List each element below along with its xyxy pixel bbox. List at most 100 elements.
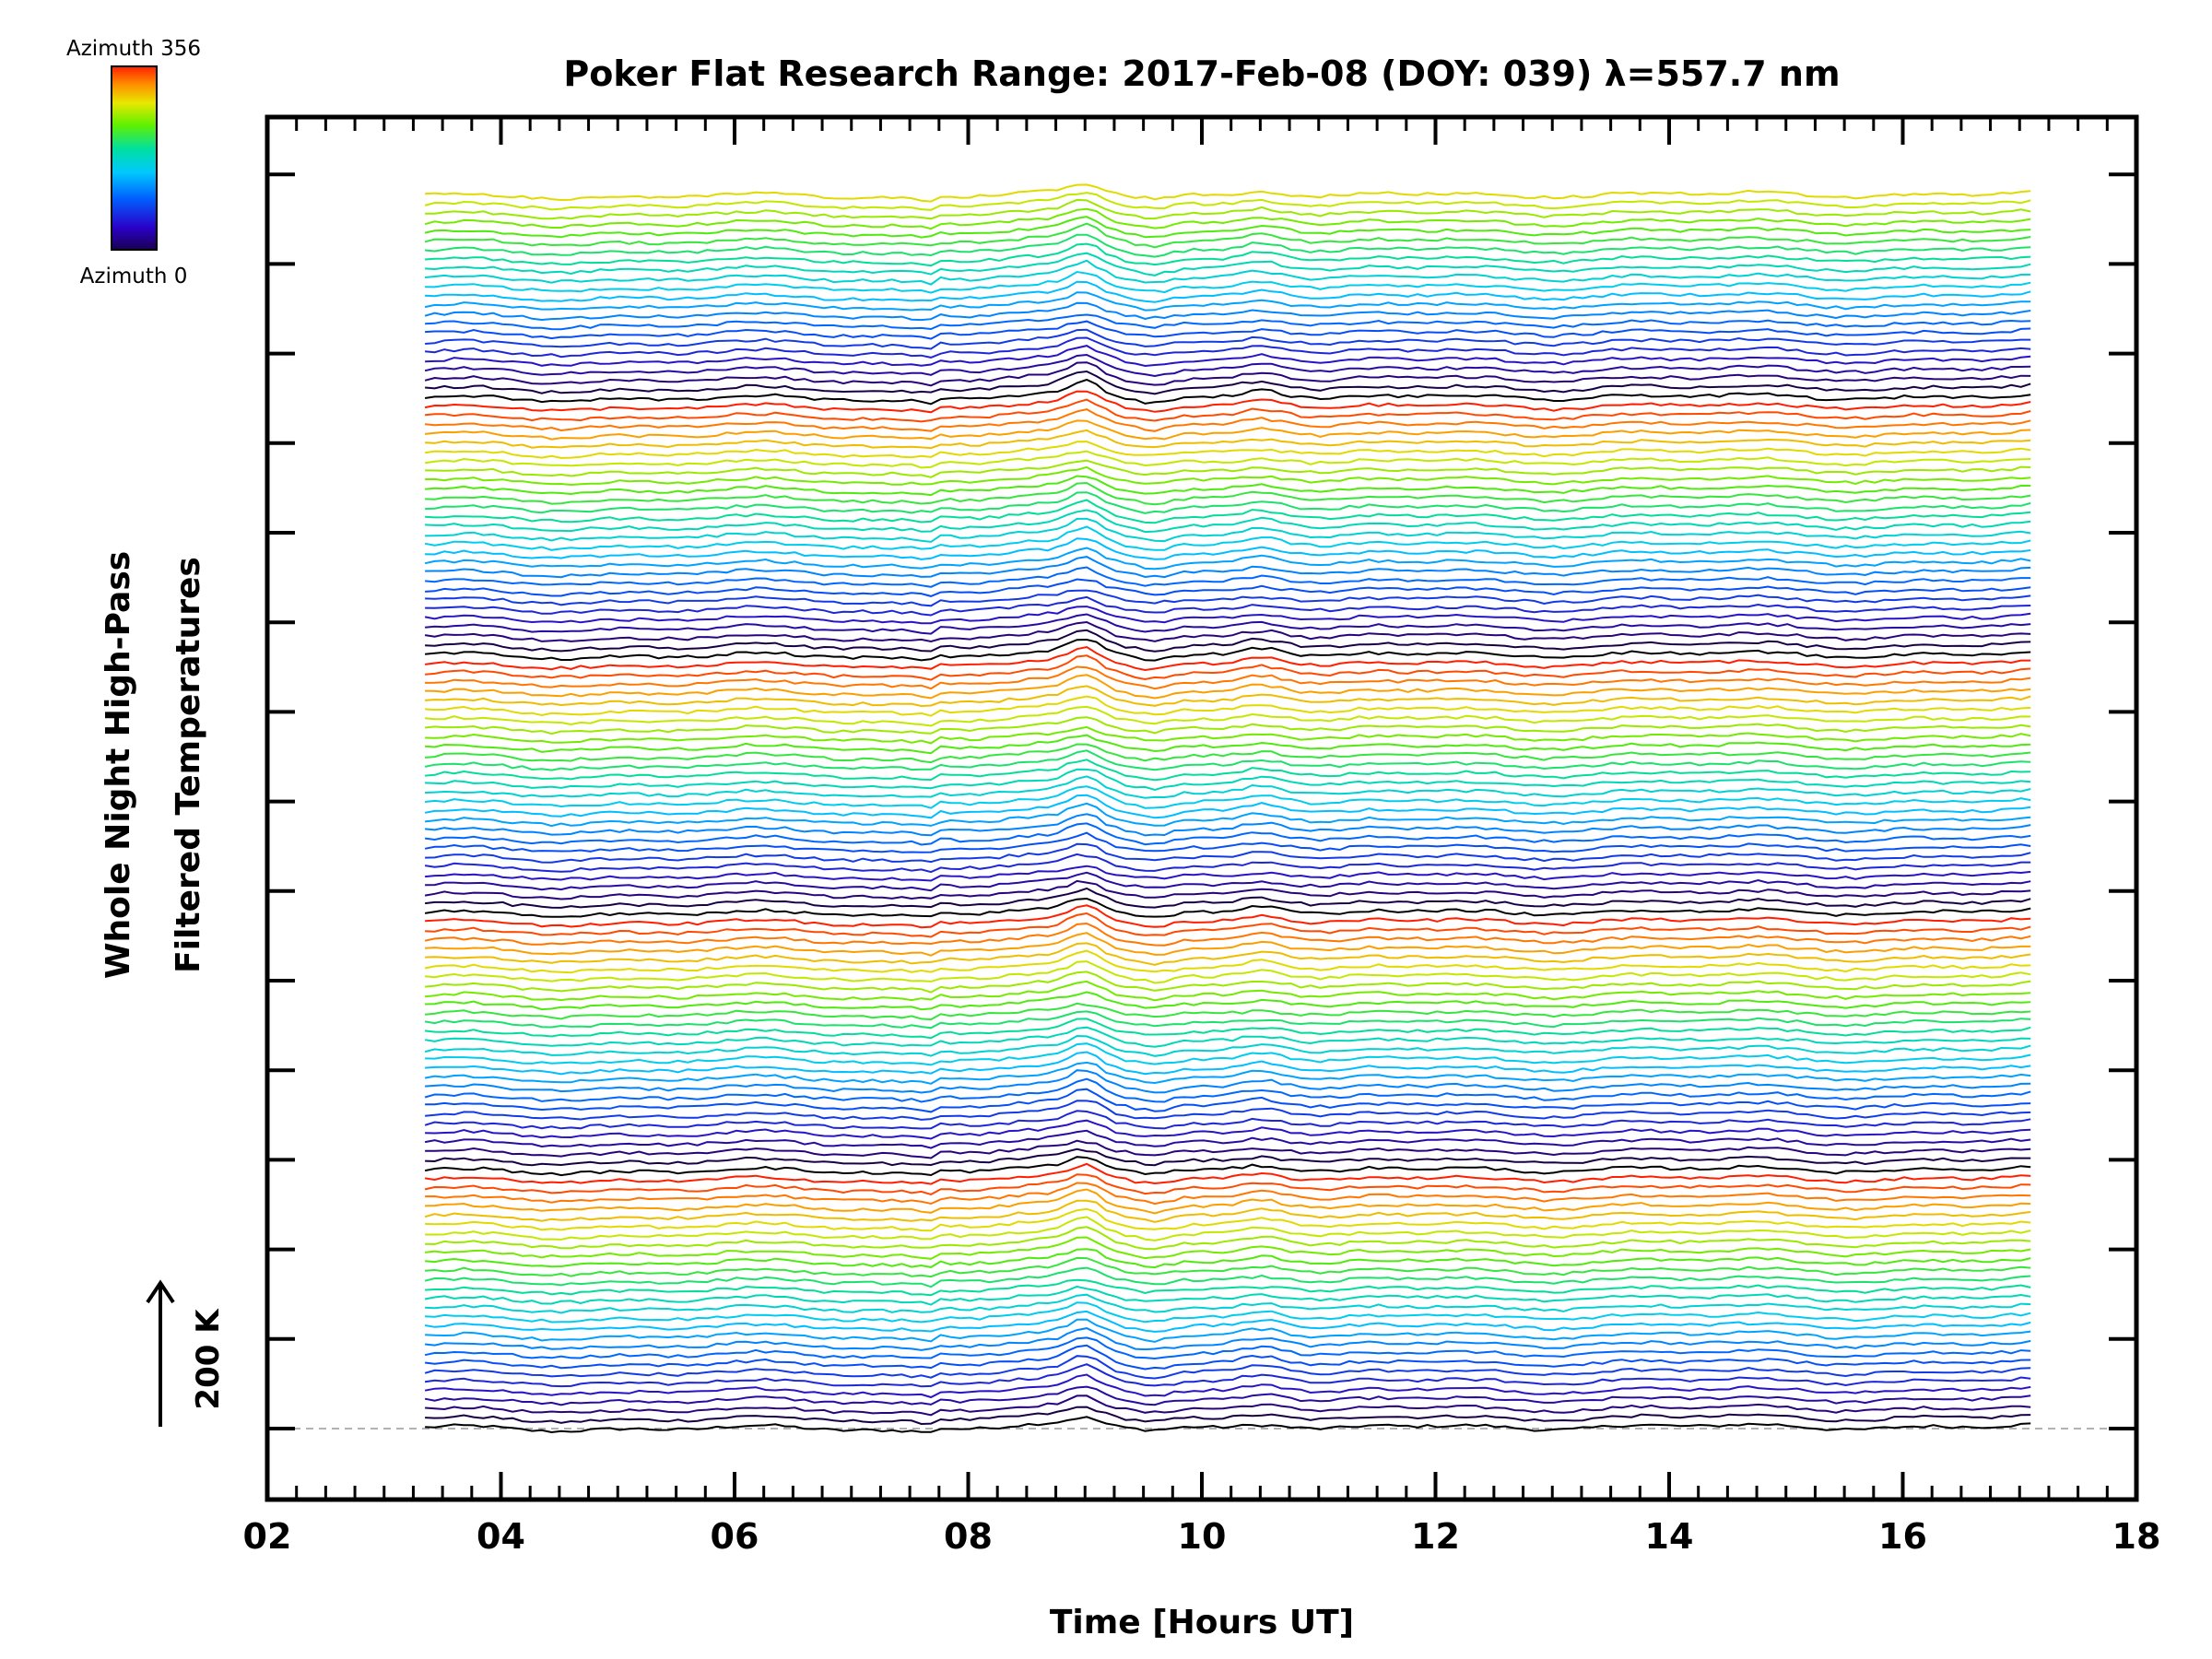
series-line xyxy=(424,1285,2031,1306)
series-line xyxy=(425,481,2031,506)
series-line xyxy=(425,370,2031,395)
series-line xyxy=(425,685,2031,708)
series-line xyxy=(424,1100,2031,1121)
series-line xyxy=(425,613,2031,635)
series-line xyxy=(424,1355,2031,1380)
series-line xyxy=(425,725,2031,745)
series-line xyxy=(424,1173,2031,1195)
series-line xyxy=(424,192,2031,211)
series-line xyxy=(425,509,2031,534)
series-line xyxy=(425,1248,2031,1269)
scale-bar-label: 200 K xyxy=(190,1308,227,1410)
series-line xyxy=(424,1199,2031,1223)
series-group xyxy=(269,183,2135,1434)
series-line xyxy=(424,378,2031,406)
x-tick-label: 06 xyxy=(711,1516,759,1557)
series-line xyxy=(424,879,2031,900)
series-line xyxy=(425,1394,2031,1417)
x-tick-label: 12 xyxy=(1411,1516,1460,1557)
series-line xyxy=(425,1088,2031,1113)
series-line xyxy=(425,1216,2031,1241)
series-line xyxy=(425,589,2031,607)
series-line xyxy=(424,749,2031,771)
series-line xyxy=(424,1034,2031,1057)
series-line xyxy=(425,991,2031,1011)
series-line xyxy=(424,475,2031,497)
series-line xyxy=(425,595,2031,617)
y-axis-label-line1: Whole Night High-Pass xyxy=(100,551,137,979)
series-line xyxy=(425,734,2031,755)
series-line xyxy=(424,301,2031,322)
series-line xyxy=(425,1182,2031,1206)
x-tick-label: 16 xyxy=(1878,1516,1927,1557)
series-line xyxy=(424,525,2031,551)
x-tick-label: 14 xyxy=(1645,1516,1694,1557)
series-line xyxy=(425,971,2031,994)
series-line xyxy=(424,922,2031,947)
series-line xyxy=(424,222,2031,249)
series-line xyxy=(425,695,2031,717)
series-line xyxy=(425,270,2031,294)
series-line xyxy=(425,759,2031,782)
series-line xyxy=(424,1110,2031,1130)
series-line xyxy=(425,1042,2031,1066)
series-line xyxy=(425,932,2031,957)
series-line xyxy=(425,280,2031,303)
colorbar-max-label: Azimuth 356 xyxy=(66,37,201,61)
series-line xyxy=(425,1207,2031,1232)
series-line xyxy=(425,705,2031,727)
series-line xyxy=(425,1406,2031,1426)
series-line xyxy=(425,499,2031,524)
series-line xyxy=(425,842,2031,864)
series-line xyxy=(425,1139,2031,1159)
series-line xyxy=(424,785,2031,809)
series-line xyxy=(425,313,2031,331)
series-line xyxy=(424,802,2031,828)
colorbar-min-label: Azimuth 0 xyxy=(80,265,188,288)
series-line xyxy=(424,620,2031,643)
series-line xyxy=(425,665,2031,690)
series-line xyxy=(425,674,2031,700)
series-line xyxy=(424,353,2031,378)
x-tick-label: 10 xyxy=(1178,1516,1227,1557)
series-line xyxy=(424,450,2031,469)
series-line xyxy=(425,517,2031,543)
series-line xyxy=(425,1301,2031,1324)
series-line xyxy=(424,1363,2031,1388)
series-line xyxy=(425,465,2031,487)
series-line xyxy=(425,242,2031,267)
series-line xyxy=(424,1026,2031,1048)
series-line xyxy=(425,566,2031,588)
series-line xyxy=(425,871,2031,892)
series-line xyxy=(425,537,2031,560)
series-line xyxy=(425,1318,2031,1343)
series-line xyxy=(424,606,2031,625)
series-line xyxy=(425,491,2031,514)
series-line xyxy=(425,768,2031,791)
series-line xyxy=(424,1385,2031,1406)
x-axis-label: Time [Hours UT] xyxy=(1050,1604,1354,1641)
series-line xyxy=(425,345,2031,368)
x-tick-label: 08 xyxy=(944,1516,993,1557)
series-line xyxy=(424,1010,2031,1030)
series-line xyxy=(425,813,2031,837)
series-line xyxy=(424,390,2031,414)
series-line xyxy=(424,1156,2031,1177)
series-line xyxy=(425,1256,2031,1278)
series-line xyxy=(424,1344,2031,1371)
series-line xyxy=(424,822,2031,846)
series-line xyxy=(424,1336,2031,1360)
series-line xyxy=(425,743,2031,764)
series-line xyxy=(425,638,2031,662)
series-line xyxy=(425,942,2031,966)
series-line xyxy=(425,654,2031,681)
x-tick-label: 02 xyxy=(243,1516,292,1557)
series-line xyxy=(424,361,2031,387)
colorbar xyxy=(111,65,158,251)
series-line xyxy=(424,408,2031,432)
series-line xyxy=(425,233,2031,258)
series-line xyxy=(424,419,2031,441)
series-line xyxy=(425,775,2031,799)
series-line xyxy=(424,887,2031,909)
chart-title: Poker Flat Research Range: 2017-Feb-08 (… xyxy=(563,53,1840,94)
